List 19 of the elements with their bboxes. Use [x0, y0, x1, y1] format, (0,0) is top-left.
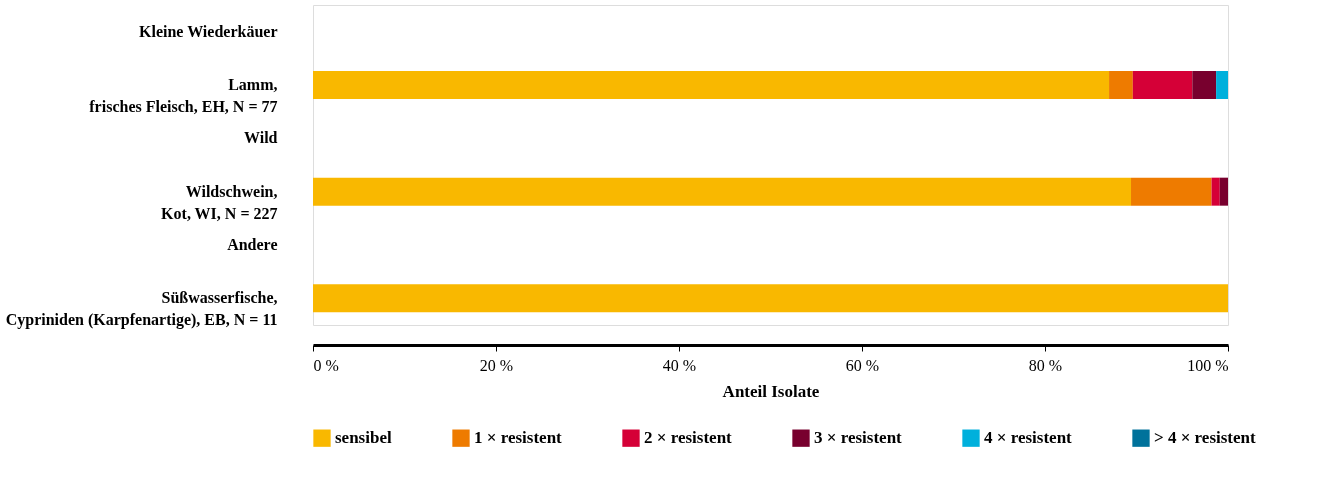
- legend-label: 3 × resistent: [814, 428, 903, 448]
- y-tick-label: Lamm, frisches Fleisch, EH, N = 77: [89, 76, 278, 115]
- y-tick-label: Süßwasserfische, Cypriniden (Karpfenartige), EB, N = 11: [5, 289, 278, 330]
- legend-label: 4 × resistent: [984, 428, 1073, 448]
- x-tick-label: 100 %: [1187, 356, 1229, 374]
- x-tick-label: 20 %: [479, 356, 514, 374]
- y-tick-label: Wild: [244, 129, 278, 147]
- x-tick-label: 40 %: [662, 356, 697, 374]
- legend-label: 2 × resistent: [644, 428, 733, 448]
- legend-label: 1 × resistent: [474, 428, 563, 448]
- y-tick-label: Wildschwein, Kot, WI, N = 227: [161, 182, 278, 222]
- x-axis-title: Anteil Isolate: [722, 381, 820, 401]
- legend-label: > 4 × resistent: [1154, 428, 1257, 448]
- y-tick-label: Kleine Wiederkäuer: [138, 22, 278, 40]
- x-tick-label: 80 %: [1028, 356, 1063, 374]
- x-tick-label: 60 %: [845, 356, 880, 374]
- y-tick-label: Andere: [227, 236, 278, 253]
- legend-label: sensibel: [335, 428, 392, 448]
- x-tick-label: 0 %: [313, 356, 339, 374]
